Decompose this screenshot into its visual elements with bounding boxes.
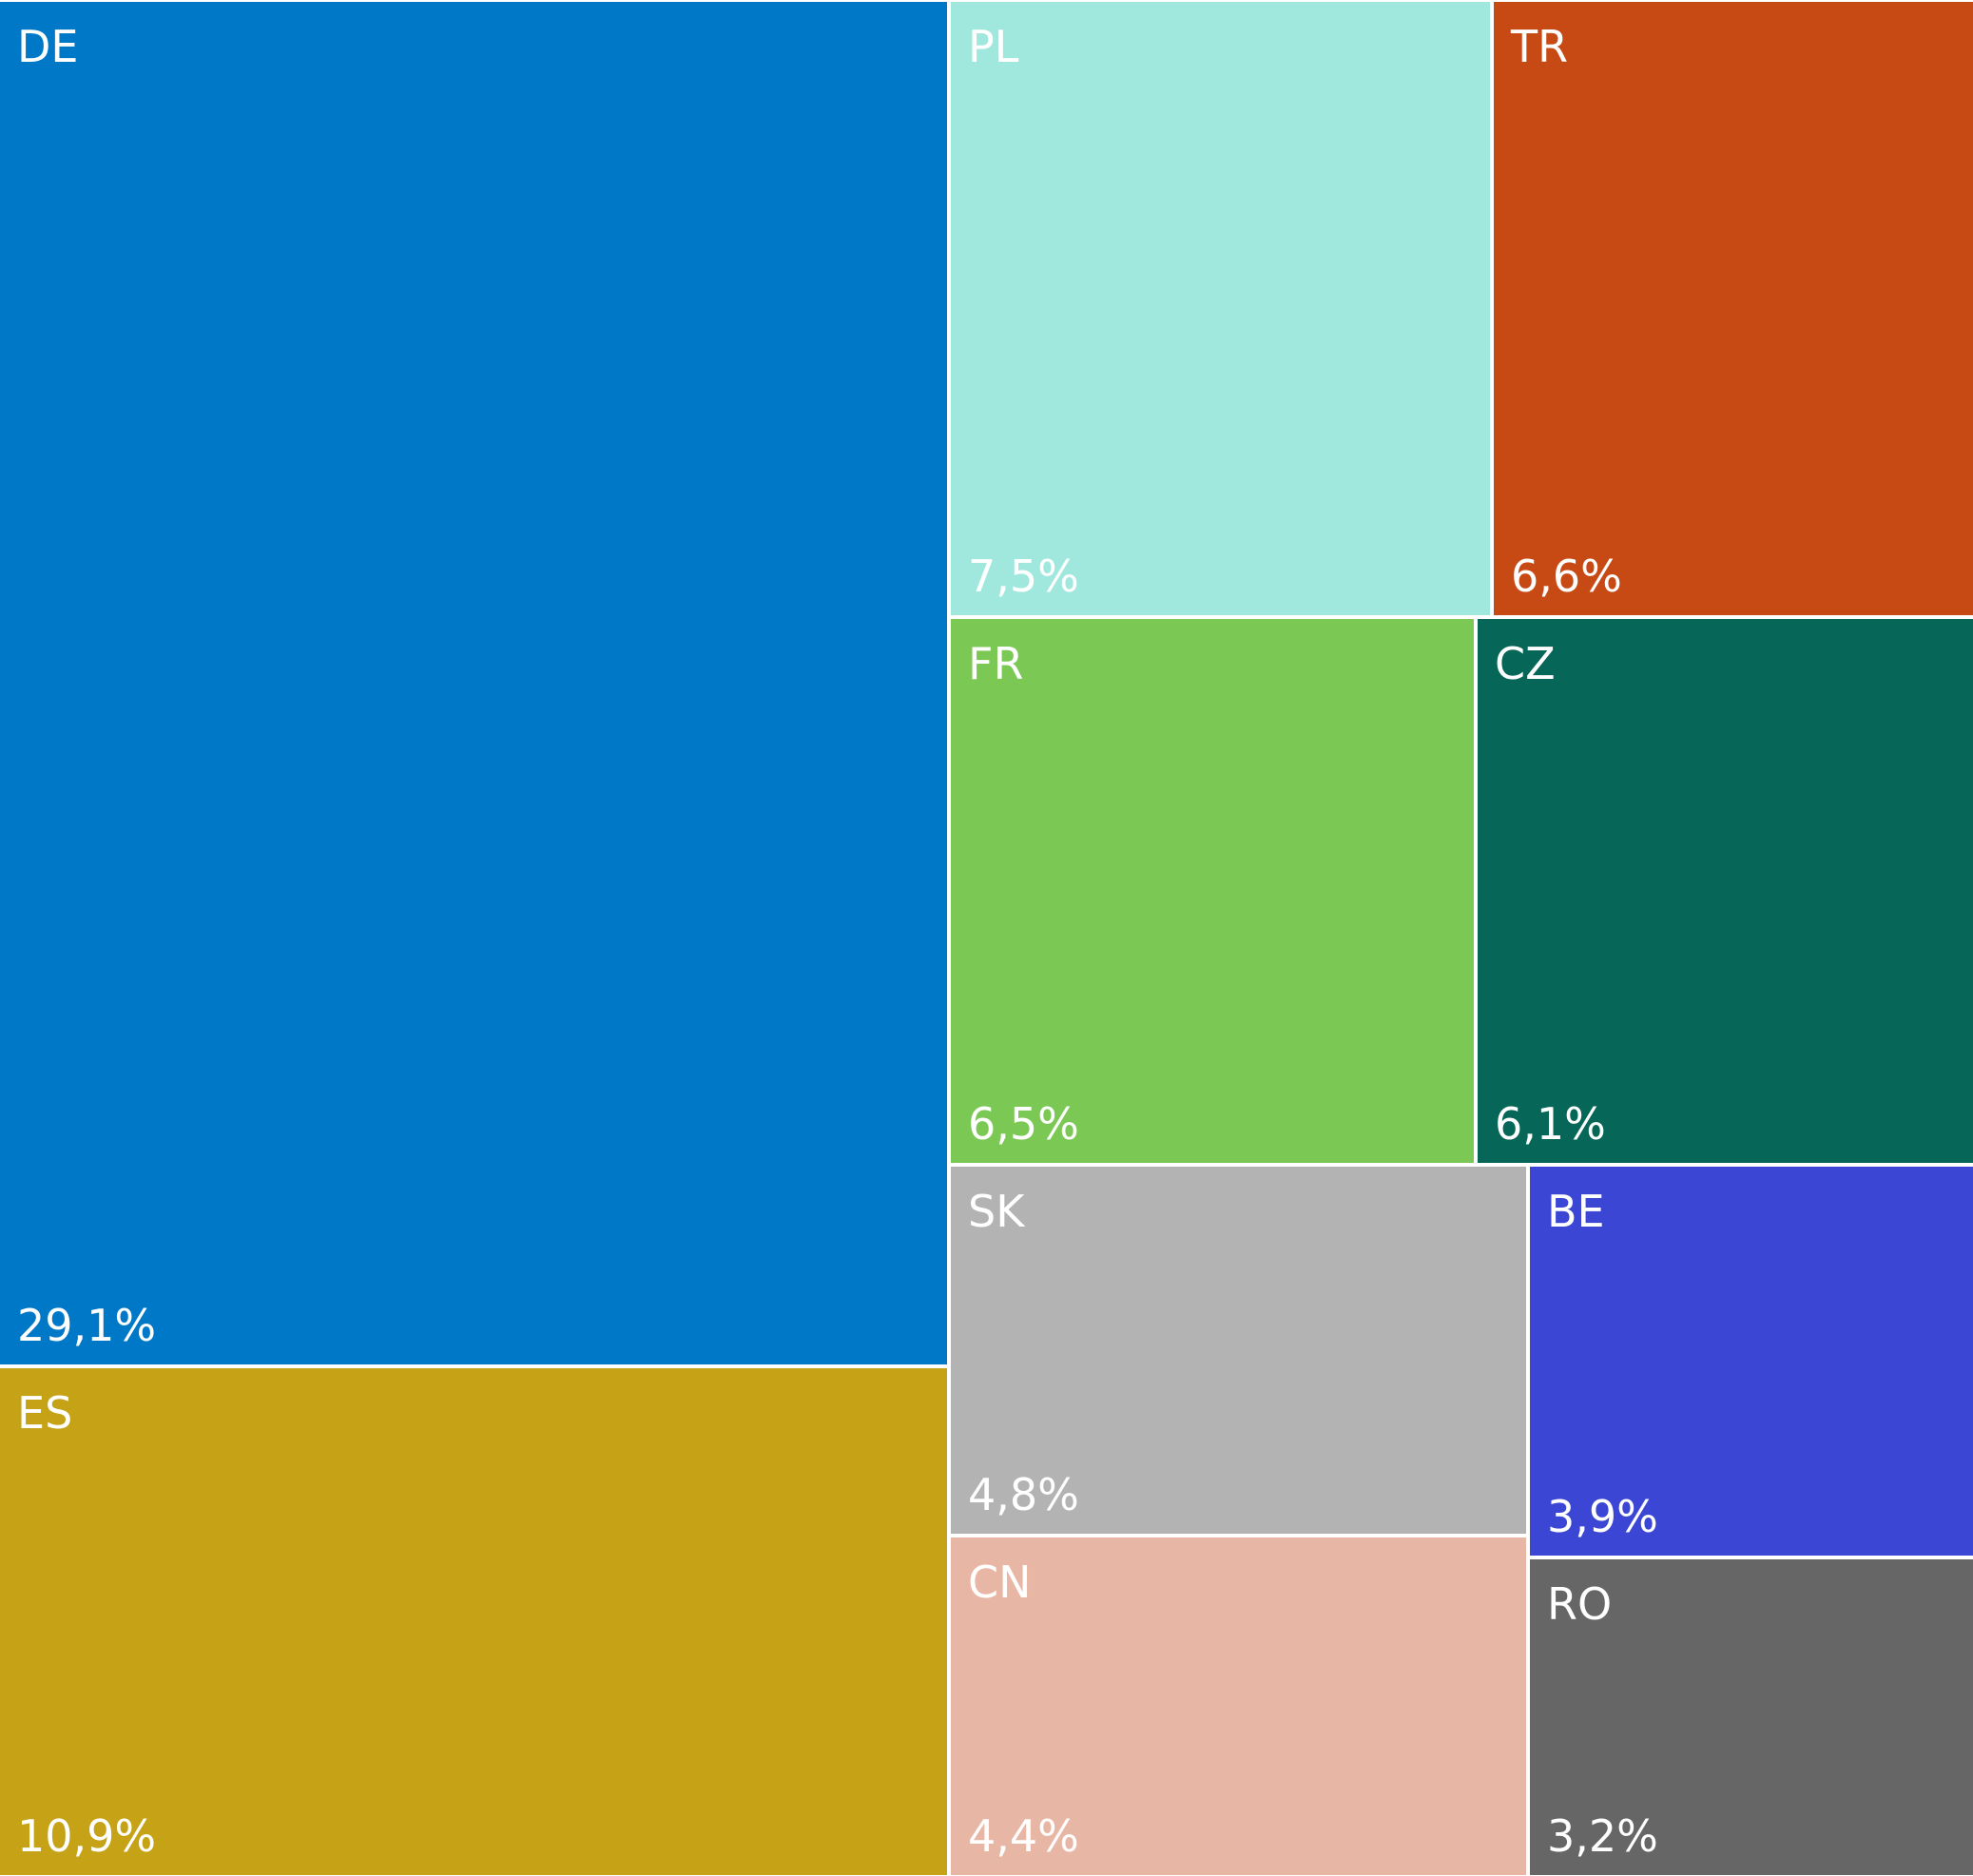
tile-value-cn: 4,4% [968, 1810, 1079, 1862]
tile-cz: CZ 6,1% [1478, 619, 1973, 1163]
tile-code-tr: TR [1511, 21, 1569, 72]
tile-be: BE 3,9% [1530, 1167, 1973, 1556]
tile-tr: TR 6,6% [1494, 2, 1973, 615]
tile-es: ES 10,9% [0, 1368, 947, 1875]
tile-value-es: 10,9% [17, 1810, 157, 1862]
tile-pl: PL 7,5% [951, 2, 1490, 615]
tile-value-ro: 3,2% [1547, 1810, 1658, 1862]
tile-value-de: 29,1% [17, 1300, 157, 1351]
tile-code-be: BE [1547, 1186, 1605, 1237]
tile-code-de: DE [17, 21, 79, 72]
tile-ro: RO 3,2% [1530, 1559, 1973, 1875]
tile-code-sk: SK [968, 1186, 1025, 1237]
tile-sk: SK 4,8% [951, 1167, 1526, 1534]
tile-value-tr: 6,6% [1511, 551, 1622, 602]
tile-value-fr: 6,5% [968, 1098, 1079, 1150]
tile-code-es: ES [17, 1387, 73, 1439]
tile-code-pl: PL [968, 21, 1019, 72]
tile-code-cz: CZ [1495, 638, 1556, 689]
tile-de: DE 29,1% [0, 2, 947, 1364]
tile-value-cz: 6,1% [1495, 1098, 1606, 1150]
tile-code-cn: CN [968, 1557, 1032, 1608]
tile-code-fr: FR [968, 638, 1024, 689]
tile-code-ro: RO [1547, 1578, 1613, 1630]
tile-fr: FR 6,5% [951, 619, 1474, 1163]
tile-cn: CN 4,4% [951, 1538, 1526, 1875]
tile-value-sk: 4,8% [968, 1469, 1079, 1520]
tile-value-be: 3,9% [1547, 1491, 1658, 1542]
tile-value-pl: 7,5% [968, 551, 1079, 602]
